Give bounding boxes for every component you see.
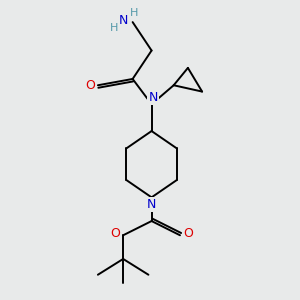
Text: N: N	[119, 14, 128, 27]
Text: O: O	[110, 227, 120, 240]
Text: O: O	[85, 79, 95, 92]
Text: N: N	[147, 198, 156, 211]
Text: N: N	[148, 91, 158, 104]
Text: H: H	[130, 8, 138, 18]
Text: O: O	[183, 227, 193, 240]
Text: H: H	[110, 23, 118, 33]
